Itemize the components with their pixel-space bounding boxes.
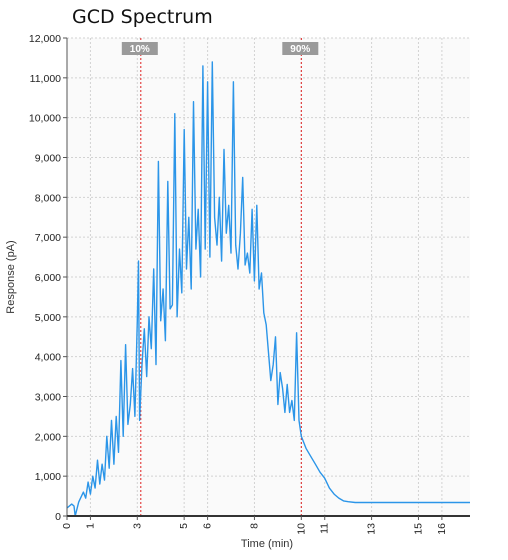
y-tick-label: 7,000 (35, 232, 61, 244)
y-tick-label: 9,000 (35, 153, 61, 165)
marker-label-box (282, 42, 319, 55)
y-tick-label: 3,000 (35, 392, 61, 404)
x-tick-label: 1 (84, 523, 96, 529)
x-tick-label: 10 (295, 523, 307, 535)
marker-label: 90% (290, 44, 310, 55)
y-tick-label: 6,000 (35, 272, 61, 284)
series-layer (66, 61, 470, 517)
y-axis-label: Response (pA) (5, 240, 17, 313)
y-tick-label: 0 (55, 511, 61, 523)
y-tick-label: 4,000 (35, 352, 61, 364)
tick-labels: 0 1,000 2,000 3,000 4,000 5,000 6,000 7,000 8,00… (29, 33, 448, 535)
grid (66, 37, 470, 517)
x-tick-label: 15 (412, 523, 424, 535)
x-tick-label: 13 (366, 523, 378, 535)
x-tick-label: 8 (248, 523, 260, 529)
x-tick-label: 5 (178, 523, 190, 529)
percent-markers: 10% 90% (121, 38, 319, 516)
x-tick-label: 3 (131, 523, 143, 529)
x-tick-label: 11 (319, 523, 331, 534)
y-tick-label: 8,000 (35, 192, 61, 204)
series-line (66, 61, 470, 517)
x-tick-label: 6 (202, 523, 214, 529)
marker-label: 10% (130, 44, 150, 55)
y-tick-label: 12,000 (29, 33, 61, 45)
y-tick-label: 11,000 (30, 73, 61, 85)
y-tick-label: 1,000 (35, 471, 61, 483)
x-tick-label: 16 (436, 523, 448, 535)
y-tick-label: 2,000 (35, 431, 61, 443)
y-tick-label: 5,000 (35, 312, 61, 324)
marker-label-box (121, 42, 158, 55)
x-tick-label: 0 (61, 523, 73, 529)
x-axis-label: Time (min) (241, 538, 293, 550)
chart-title: GCD Spectrum (72, 6, 213, 28)
y-tick-label: 10,000 (29, 113, 61, 125)
